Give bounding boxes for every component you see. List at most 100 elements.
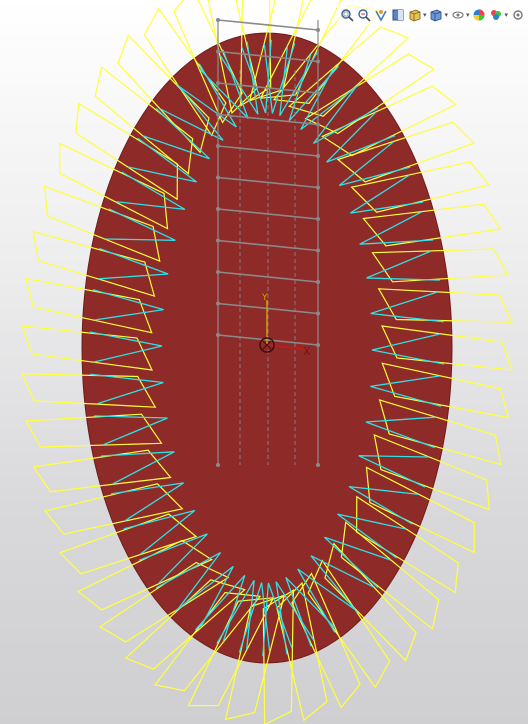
inner-wire-loop (105, 208, 176, 241)
part-body[interactable] (81, 32, 453, 664)
sketch-point (316, 28, 320, 32)
outer-wire-loop (307, 559, 391, 689)
inner-wire-loop (92, 289, 164, 321)
inner-wire-loop (89, 331, 163, 363)
view-settings-button[interactable] (510, 5, 526, 25)
outer-wire-loop (262, 589, 295, 724)
sketch-point (316, 91, 320, 95)
inner-wire-loop (312, 87, 379, 144)
triad-y-label: Y (261, 293, 268, 303)
outer-wire-loop (24, 277, 153, 334)
outer-wire-loop (124, 579, 246, 670)
zoom-to-fit-button[interactable] (339, 5, 355, 25)
inner-wire-loop (143, 108, 210, 160)
sketch-rung-line (217, 208, 319, 220)
inner-wire-loop (338, 141, 411, 187)
sketch-rung-line (217, 19, 319, 31)
outer-wire-loop (187, 597, 275, 707)
inner-wire-loop (195, 574, 246, 643)
outer-wire-loop (336, 121, 476, 183)
outer-wire-loop (75, 102, 179, 201)
inner-wire-loop (238, 582, 271, 653)
zoom-to-area-button[interactable] (356, 5, 372, 25)
outer-wire-loop (381, 362, 510, 419)
sketch-rung-line (217, 176, 319, 189)
inner-wire-loop (94, 415, 168, 446)
hide-show-items-icon (452, 11, 464, 19)
chevron-down-icon[interactable]: ▾ (422, 11, 427, 19)
sketch-rung-line (217, 334, 319, 346)
sketch-point (316, 311, 320, 316)
chevron-down-icon[interactable]: ▾ (465, 11, 470, 19)
sketch-point (216, 207, 220, 211)
inner-wire-loop (326, 111, 396, 163)
sketch-rung-line (217, 82, 319, 94)
sketch-rung-line (217, 50, 319, 63)
sketch-point (316, 217, 320, 221)
triad-x-label: X (303, 345, 311, 358)
outer-wire-loop (380, 325, 513, 371)
sketch-point (316, 59, 320, 64)
outer-wire-loop (324, 542, 417, 662)
outer-wire-loop (117, 34, 210, 154)
outer-wire-loop (377, 288, 513, 323)
sketch-point (216, 270, 220, 274)
inner-wire-loop (128, 137, 197, 183)
edit-appearance-button[interactable] (471, 5, 487, 25)
outer-wire-loop (365, 466, 475, 554)
hide-show-items-button[interactable]: ▾ (450, 5, 471, 25)
inner-wire-loop (359, 211, 433, 245)
sketch-ladder (216, 18, 320, 467)
inner-wire-loop (337, 513, 406, 559)
sketch-rung-line (217, 302, 319, 315)
view-orientation-icon (409, 9, 421, 22)
sketch-point (316, 280, 320, 284)
previous-view-button[interactable] (373, 5, 389, 25)
outer-wire-loop (207, 0, 258, 115)
sketch-point (216, 49, 220, 54)
sketch-point (316, 343, 320, 347)
inner-wire-loop (324, 536, 391, 588)
inner-wire-loop (370, 291, 444, 323)
outer-wire-loop (355, 495, 459, 594)
view-settings-icon (513, 10, 523, 20)
inner-wire-loop (366, 250, 440, 281)
sketch-rung-line (217, 271, 319, 283)
apply-scene-button[interactable]: ▾ (488, 5, 509, 25)
outer-wire-loop (143, 7, 227, 137)
outer-wire-loop (43, 185, 161, 263)
chevron-down-icon[interactable]: ▾ (504, 11, 508, 19)
chevron-down-icon[interactable]: ▾ (444, 11, 448, 19)
outer-wire-loop (321, 85, 457, 157)
inner-wire-loops (89, 39, 445, 657)
outer-wire-loop (340, 521, 440, 630)
outer-wire-loop (362, 203, 502, 247)
outer-wire-loop (371, 248, 509, 283)
display-style-button[interactable]: ▾ (428, 5, 449, 25)
sketch-point (216, 175, 220, 180)
inner-wire-loop (111, 482, 184, 522)
view-orientation-button[interactable]: ▾ (407, 5, 428, 25)
outer-wire-loop (350, 161, 491, 213)
sketch-point (316, 122, 320, 127)
heads-up-view-toolbar: ▾ ▾ ▾ ▾ (336, 4, 528, 26)
inner-wire-loop (358, 455, 429, 488)
outer-wire-loop (288, 26, 410, 117)
sketch-point (216, 333, 220, 337)
inner-wire-loop (155, 552, 222, 609)
inner-wire-loop (219, 41, 259, 115)
inner-wire-loop (350, 174, 423, 214)
inner-wire-loop (241, 39, 272, 114)
sketch-point (316, 248, 320, 253)
inner-wire-loop (371, 333, 445, 365)
section-view-icon (392, 9, 404, 21)
inner-wire-loop (263, 43, 296, 114)
inner-wire-loop (160, 83, 224, 141)
sketch-rung-line (217, 113, 319, 126)
section-view-button[interactable] (390, 5, 406, 25)
inner-wire-loop (98, 247, 169, 280)
sketch-point (216, 112, 220, 117)
inner-wire-loop (370, 375, 442, 407)
